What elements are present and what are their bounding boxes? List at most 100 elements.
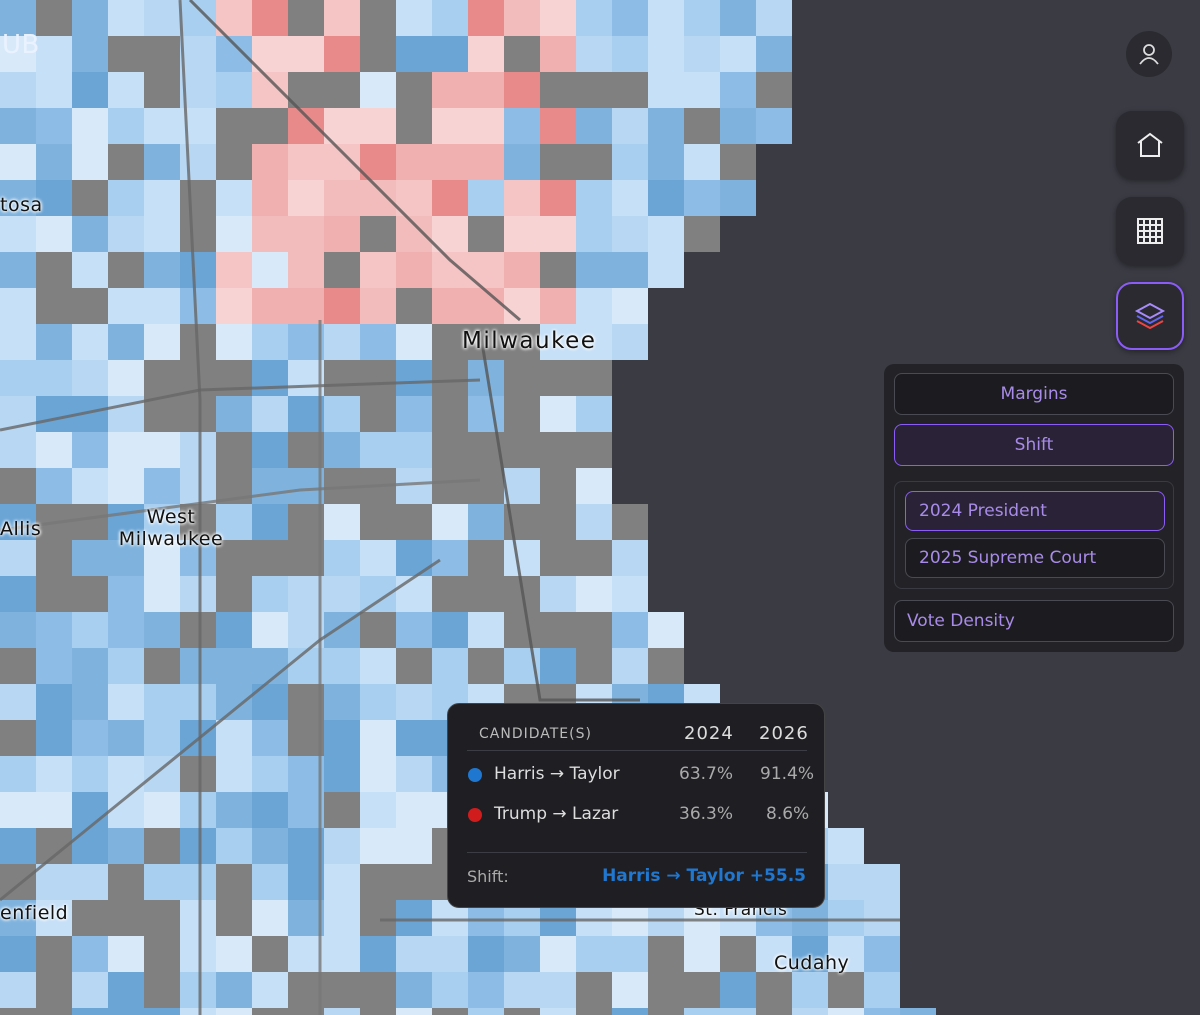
precinct xyxy=(144,108,180,144)
road xyxy=(0,478,481,532)
profile-button[interactable] xyxy=(1126,31,1172,77)
election-button[interactable]: 2024 President xyxy=(905,491,1165,531)
precinct xyxy=(36,72,72,108)
precinct xyxy=(288,576,324,612)
precinct xyxy=(396,900,432,936)
precinct xyxy=(288,504,324,540)
precinct xyxy=(108,1008,144,1015)
precinct xyxy=(216,72,252,108)
precinct xyxy=(324,360,360,396)
precinct xyxy=(504,936,540,972)
precinct xyxy=(396,72,432,108)
precinct xyxy=(144,360,180,396)
precinct xyxy=(504,432,540,468)
precinct xyxy=(396,936,432,972)
home-icon xyxy=(1137,132,1163,157)
precinct xyxy=(540,432,576,468)
precinct xyxy=(432,648,468,684)
precinct xyxy=(468,972,504,1008)
precinct xyxy=(324,396,360,432)
precinct xyxy=(432,180,468,216)
precinct xyxy=(180,252,216,288)
precinct xyxy=(432,288,468,324)
mode-button[interactable]: Margins xyxy=(894,373,1174,415)
grid-button[interactable] xyxy=(1116,197,1184,265)
precinct xyxy=(684,72,720,108)
precinct xyxy=(864,864,900,900)
precinct xyxy=(288,288,324,324)
divider xyxy=(467,750,807,751)
precinct xyxy=(396,324,432,360)
precinct xyxy=(432,576,468,612)
precinct xyxy=(396,864,432,900)
precinct xyxy=(0,648,36,684)
place-label: Milwaukee xyxy=(462,328,597,354)
precinct xyxy=(828,828,864,864)
precinct xyxy=(252,828,288,864)
precinct xyxy=(108,576,144,612)
precinct xyxy=(576,972,612,1008)
precinct xyxy=(180,180,216,216)
precinct xyxy=(144,396,180,432)
precinct xyxy=(36,288,72,324)
precinct xyxy=(648,144,684,180)
precinct xyxy=(72,1008,108,1015)
precinct xyxy=(396,360,432,396)
place-label: Cudahy xyxy=(774,952,850,974)
precinct xyxy=(0,612,36,648)
home-button[interactable] xyxy=(1116,111,1184,179)
precinct xyxy=(252,468,288,504)
precinct xyxy=(504,72,540,108)
precinct xyxy=(0,360,36,396)
layers-button[interactable] xyxy=(1116,282,1184,350)
precinct xyxy=(432,36,468,72)
precinct xyxy=(180,936,216,972)
precinct xyxy=(0,900,36,936)
precinct xyxy=(288,936,324,972)
precinct xyxy=(684,936,720,972)
place-label: West Milwaukee xyxy=(118,506,224,550)
precinct xyxy=(360,504,396,540)
vote-density-button[interactable]: Vote Density xyxy=(894,600,1174,642)
precinct xyxy=(612,36,648,72)
precinct xyxy=(0,720,36,756)
election-button[interactable]: 2025 Supreme Court xyxy=(905,538,1165,578)
precinct xyxy=(324,432,360,468)
precinct xyxy=(360,324,396,360)
precinct xyxy=(432,1008,468,1015)
precinct xyxy=(720,972,756,1008)
precinct xyxy=(0,792,36,828)
precinct xyxy=(576,0,612,36)
precinct xyxy=(324,216,360,252)
precinct xyxy=(180,828,216,864)
precinct xyxy=(288,144,324,180)
precinct xyxy=(180,288,216,324)
precinct xyxy=(0,180,36,216)
precinct xyxy=(756,108,792,144)
candidate-name: Harris → Taylor xyxy=(494,764,620,784)
precinct xyxy=(324,36,360,72)
precinct xyxy=(36,972,72,1008)
precinct xyxy=(396,828,432,864)
precinct xyxy=(396,720,432,756)
precinct xyxy=(180,756,216,792)
precinct xyxy=(108,504,144,540)
precinct xyxy=(576,540,612,576)
precinct xyxy=(288,864,324,900)
layer-panel: Margins Shift 2024 President 2025 Suprem… xyxy=(884,364,1184,652)
precinct xyxy=(0,216,36,252)
precinct xyxy=(288,648,324,684)
precinct xyxy=(36,108,72,144)
precinct xyxy=(396,1008,432,1015)
precinct xyxy=(252,432,288,468)
precinct xyxy=(720,108,756,144)
precinct xyxy=(684,1008,720,1015)
precinct xyxy=(360,216,396,252)
precinct xyxy=(0,288,36,324)
precinct xyxy=(108,900,144,936)
precinct xyxy=(144,180,180,216)
precinct xyxy=(612,504,648,540)
precinct xyxy=(288,684,324,720)
precinct xyxy=(36,936,72,972)
mode-button[interactable]: Shift xyxy=(894,424,1174,466)
